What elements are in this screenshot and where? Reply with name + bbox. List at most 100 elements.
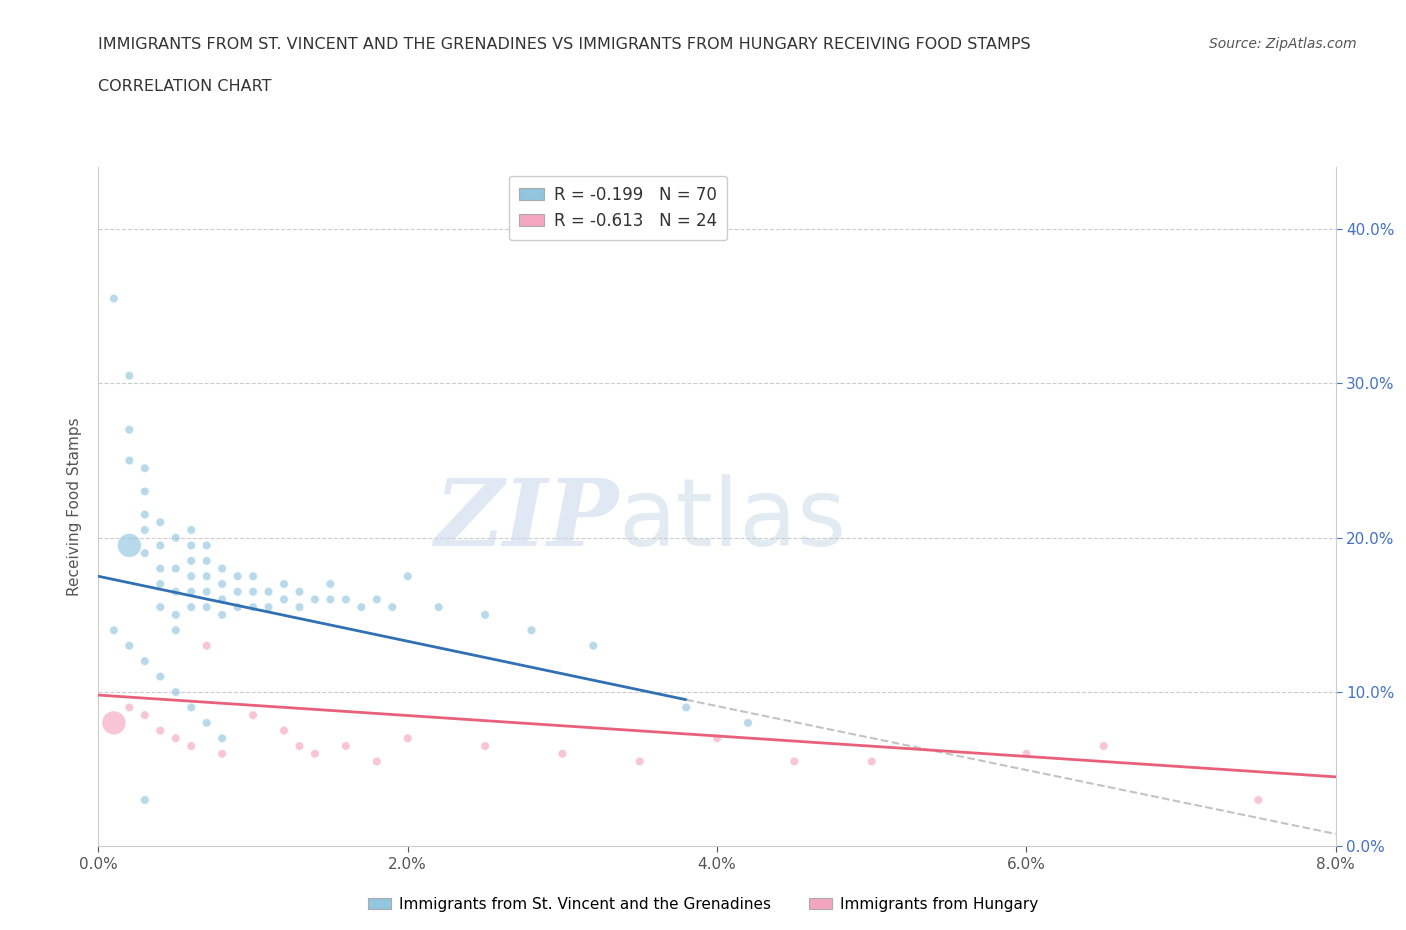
Point: [149, 600, 172, 615]
Point: [195, 584, 218, 599]
Point: [242, 708, 264, 723]
Point: [242, 600, 264, 615]
Point: [118, 368, 141, 383]
Point: [396, 731, 419, 746]
Point: [195, 569, 218, 584]
Point: [149, 561, 172, 576]
Point: [180, 523, 202, 538]
Point: [783, 754, 806, 769]
Point: [134, 546, 156, 561]
Point: [134, 461, 156, 476]
Point: [366, 592, 388, 607]
Point: [180, 738, 202, 753]
Point: [273, 724, 295, 738]
Point: [520, 623, 543, 638]
Point: [335, 738, 357, 753]
Point: [396, 569, 419, 584]
Point: [118, 700, 141, 715]
Point: [149, 515, 172, 530]
Point: [149, 577, 172, 591]
Point: [288, 738, 311, 753]
Point: [195, 638, 218, 653]
Point: [319, 592, 342, 607]
Point: [706, 731, 728, 746]
Point: [103, 715, 125, 730]
Point: [737, 715, 759, 730]
Text: atlas: atlas: [619, 474, 846, 566]
Point: [288, 600, 311, 615]
Point: [273, 577, 295, 591]
Point: [180, 700, 202, 715]
Point: [288, 584, 311, 599]
Text: IMMIGRANTS FROM ST. VINCENT AND THE GRENADINES VS IMMIGRANTS FROM HUNGARY RECEIV: IMMIGRANTS FROM ST. VINCENT AND THE GREN…: [98, 37, 1031, 52]
Point: [118, 422, 141, 437]
Point: [427, 600, 450, 615]
Point: [675, 700, 697, 715]
Point: [474, 607, 496, 622]
Point: [211, 561, 233, 576]
Point: [257, 584, 280, 599]
Point: [211, 607, 233, 622]
Point: [304, 746, 326, 761]
Legend: Immigrants from St. Vincent and the Grenadines, Immigrants from Hungary: Immigrants from St. Vincent and the Gren…: [363, 891, 1043, 918]
Point: [226, 600, 249, 615]
Point: [103, 623, 125, 638]
Point: [103, 291, 125, 306]
Point: [1015, 746, 1038, 761]
Point: [551, 746, 574, 761]
Point: [195, 715, 218, 730]
Point: [149, 670, 172, 684]
Point: [165, 684, 187, 699]
Point: [242, 569, 264, 584]
Point: [226, 584, 249, 599]
Point: [165, 561, 187, 576]
Point: [134, 523, 156, 538]
Point: [118, 538, 141, 552]
Point: [1247, 792, 1270, 807]
Point: [180, 600, 202, 615]
Point: [134, 792, 156, 807]
Point: [165, 607, 187, 622]
Point: [242, 584, 264, 599]
Point: [211, 746, 233, 761]
Point: [165, 584, 187, 599]
Point: [149, 538, 172, 552]
Point: [366, 754, 388, 769]
Text: CORRELATION CHART: CORRELATION CHART: [98, 79, 271, 94]
Text: ZIP: ZIP: [434, 475, 619, 565]
Point: [304, 592, 326, 607]
Point: [165, 731, 187, 746]
Y-axis label: Receiving Food Stamps: Receiving Food Stamps: [67, 418, 83, 596]
Point: [582, 638, 605, 653]
Point: [118, 453, 141, 468]
Point: [118, 638, 141, 653]
Point: [319, 577, 342, 591]
Point: [195, 600, 218, 615]
Point: [134, 708, 156, 723]
Point: [165, 623, 187, 638]
Point: [211, 731, 233, 746]
Point: [180, 569, 202, 584]
Point: [860, 754, 883, 769]
Point: [257, 600, 280, 615]
Point: [134, 507, 156, 522]
Point: [195, 538, 218, 552]
Point: [335, 592, 357, 607]
Point: [226, 569, 249, 584]
Point: [1092, 738, 1115, 753]
Point: [149, 724, 172, 738]
Point: [180, 553, 202, 568]
Point: [134, 484, 156, 498]
Point: [180, 584, 202, 599]
Legend: R = -0.199   N = 70, R = -0.613   N = 24: R = -0.199 N = 70, R = -0.613 N = 24: [509, 176, 727, 240]
Point: [350, 600, 373, 615]
Point: [628, 754, 651, 769]
Point: [381, 600, 404, 615]
Point: [474, 738, 496, 753]
Point: [165, 530, 187, 545]
Point: [195, 553, 218, 568]
Point: [273, 592, 295, 607]
Text: Source: ZipAtlas.com: Source: ZipAtlas.com: [1209, 37, 1357, 51]
Point: [211, 592, 233, 607]
Point: [211, 577, 233, 591]
